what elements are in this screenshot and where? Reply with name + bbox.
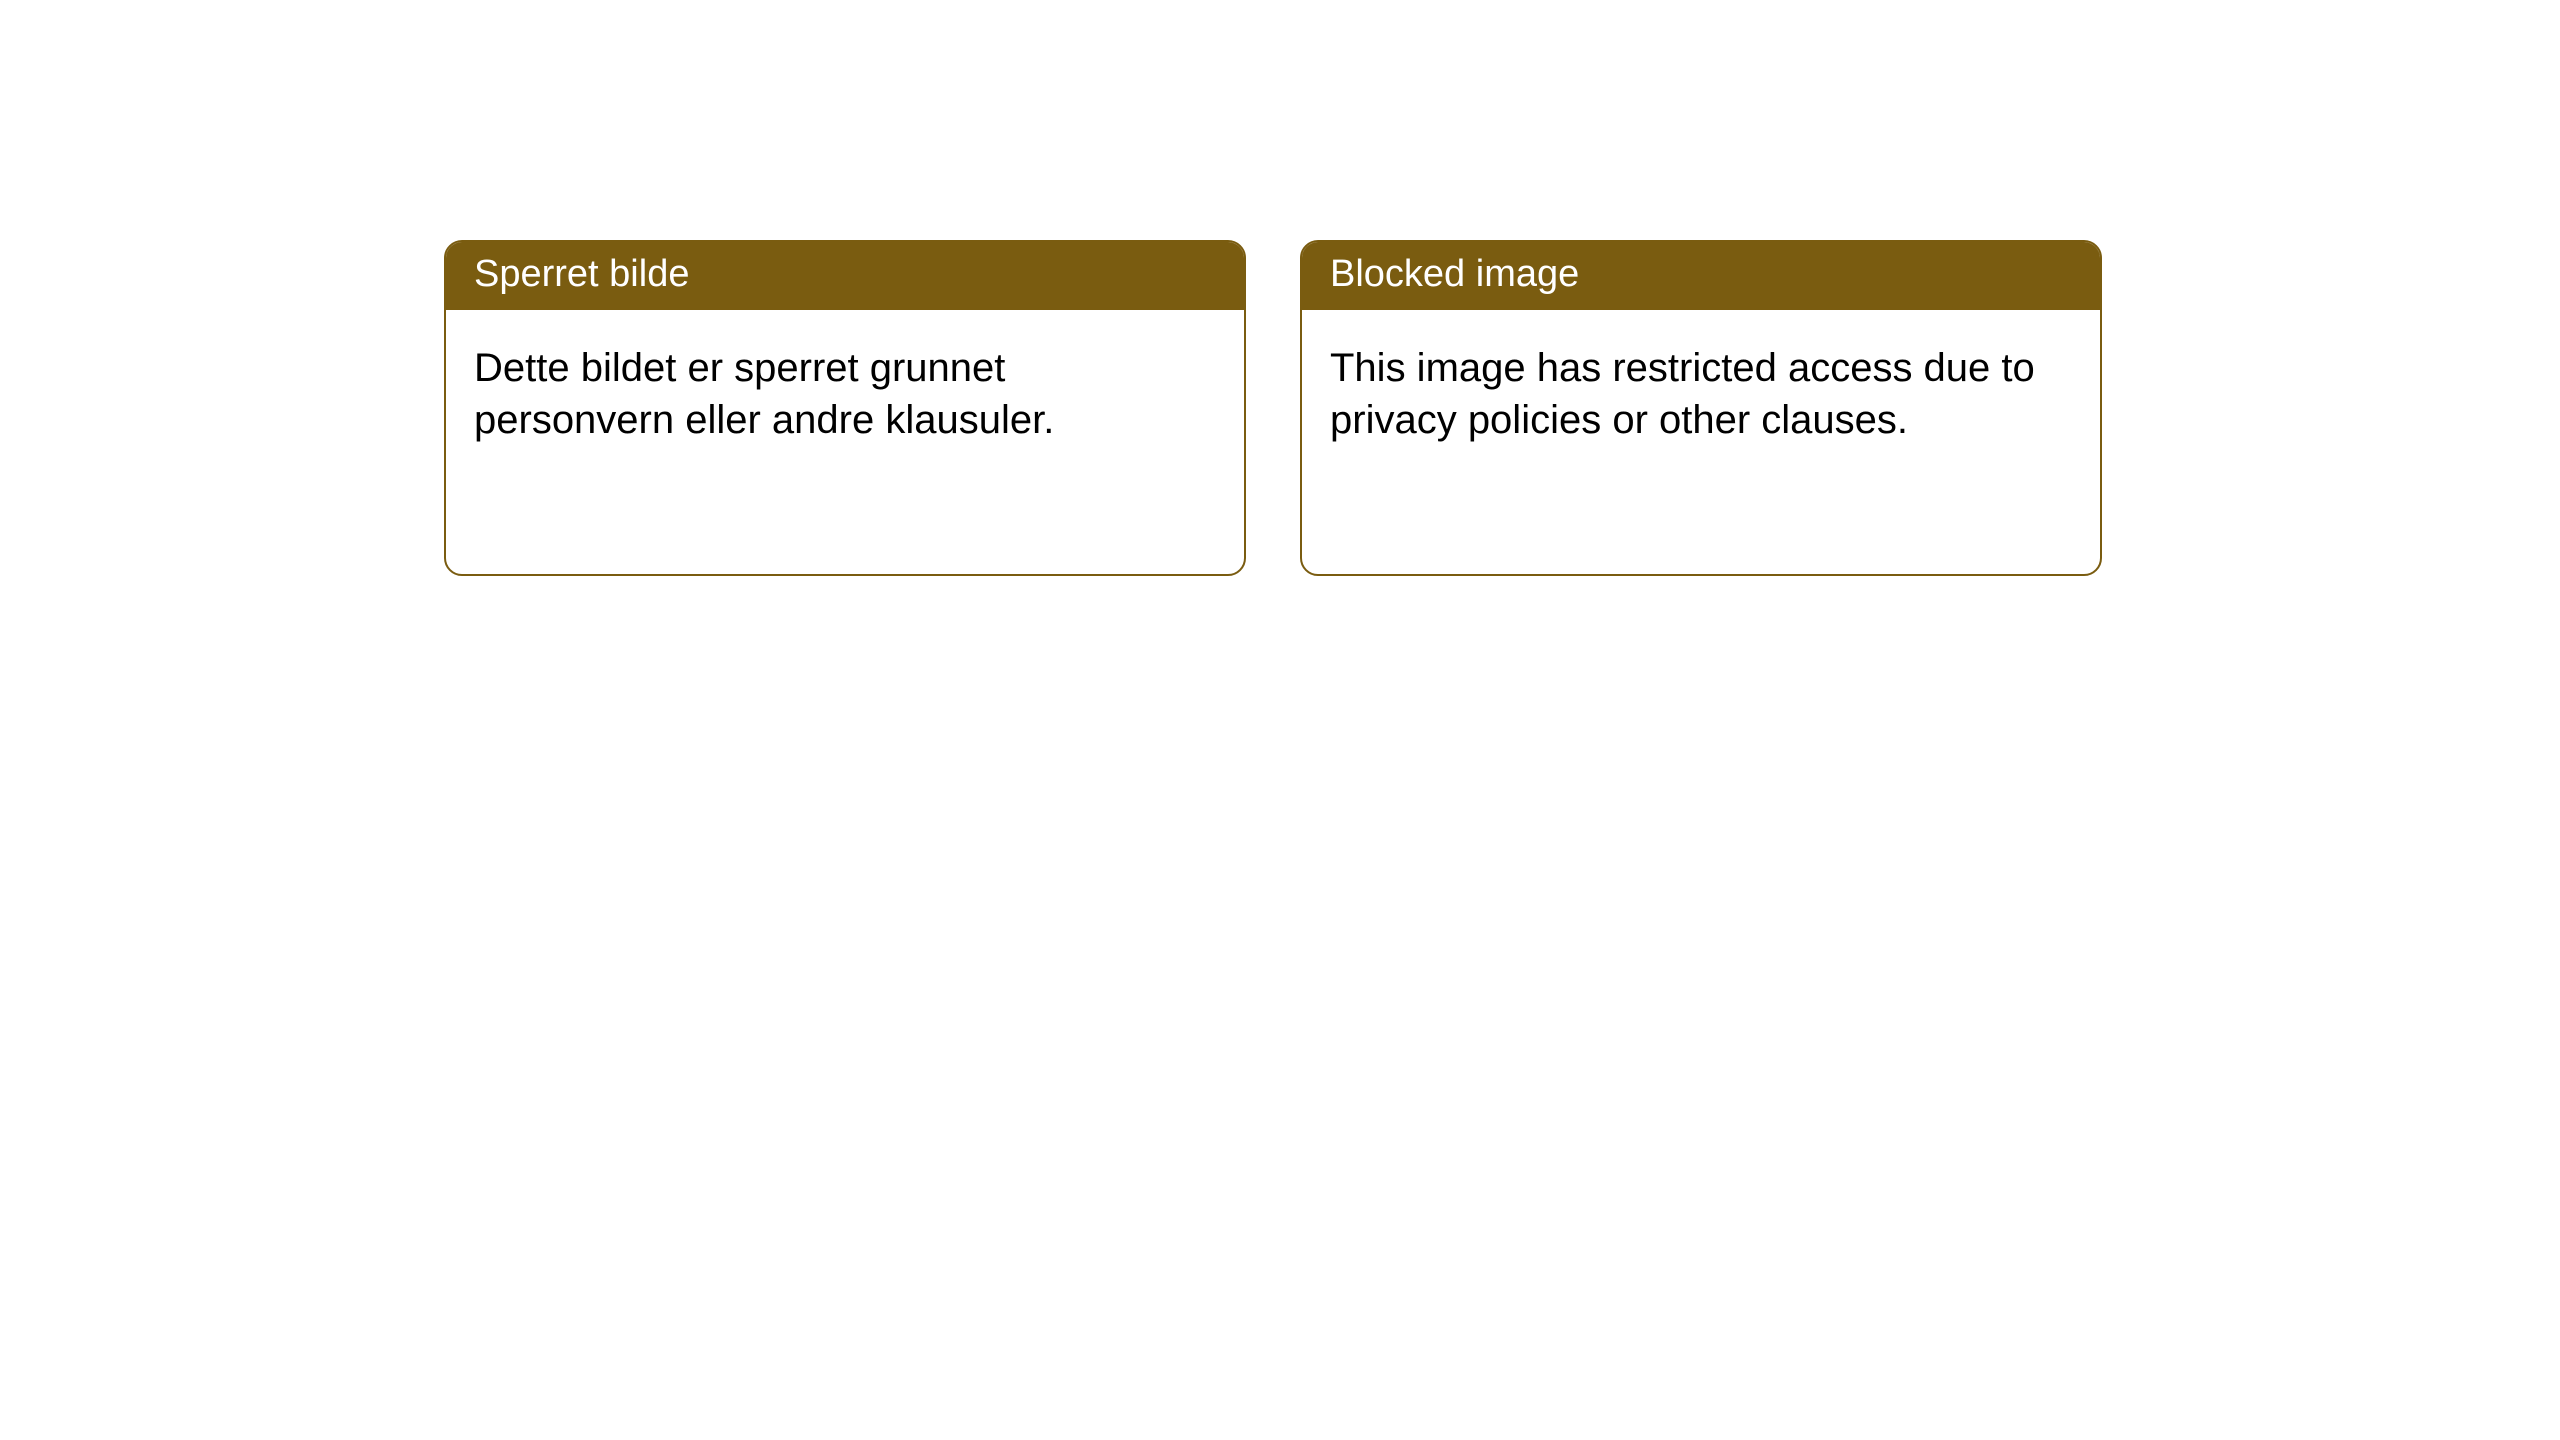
notice-card-norwegian: Sperret bilde Dette bildet er sperret gr… — [444, 240, 1246, 576]
notice-title: Sperret bilde — [446, 242, 1244, 310]
notice-body: Dette bildet er sperret grunnet personve… — [446, 310, 1244, 478]
notice-body: This image has restricted access due to … — [1302, 310, 2100, 478]
notice-title: Blocked image — [1302, 242, 2100, 310]
notice-container: Sperret bilde Dette bildet er sperret gr… — [0, 0, 2560, 576]
notice-card-english: Blocked image This image has restricted … — [1300, 240, 2102, 576]
